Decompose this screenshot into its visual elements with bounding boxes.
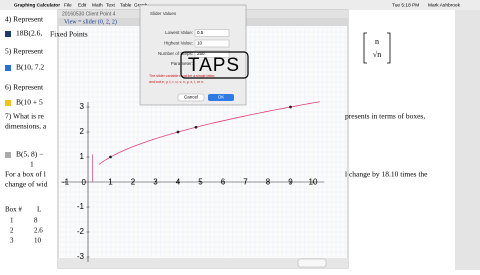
ok-button[interactable] bbox=[208, 94, 234, 101]
point bbox=[109, 155, 112, 159]
x-tick-label: 1 bbox=[108, 178, 113, 187]
x-tick-label: 3 bbox=[153, 178, 158, 187]
dialog: Slider Values Lowest Value: 0.5 Highest Va… bbox=[139, 4, 249, 106]
document-line: change of wid bbox=[5, 180, 48, 189]
document-line: Fixed Points bbox=[50, 30, 88, 39]
field-input bbox=[194, 39, 230, 48]
document-line: 7) What is re bbox=[5, 112, 44, 121]
x-tick-label: 6 bbox=[221, 178, 226, 187]
y-tick-label: 1 bbox=[80, 152, 85, 161]
y-tick-label: -3 bbox=[77, 252, 85, 261]
field-label: Number of Steps: bbox=[158, 51, 193, 56]
menu-item: Text bbox=[106, 2, 115, 8]
table-cell: 2.6 bbox=[34, 227, 43, 235]
field-label: Highest Value: bbox=[164, 41, 193, 46]
point bbox=[289, 105, 292, 109]
document-line: 4) Represent bbox=[5, 15, 44, 24]
x-tick-label: 10 bbox=[309, 178, 318, 187]
x-tick-label: 4 bbox=[176, 178, 181, 187]
document-line: 5) Represent bbox=[5, 47, 44, 56]
document-line: 18B(2.6, bbox=[16, 29, 42, 38]
menu-item: Math bbox=[92, 2, 103, 8]
table-cell: 10 bbox=[34, 237, 42, 245]
field-value: 0.5 bbox=[197, 30, 204, 35]
row-icon bbox=[5, 100, 11, 106]
menu-item: Table bbox=[120, 2, 132, 8]
matrix-bracket bbox=[363, 32, 391, 64]
table-cell: 3 bbox=[10, 237, 14, 245]
field-value: 250 bbox=[197, 51, 205, 56]
document-line: B(10 + 5 bbox=[16, 98, 43, 107]
document-line: B(5, 8) − bbox=[16, 150, 43, 159]
dialog-title: Slider Values bbox=[150, 11, 177, 16]
table-header: L bbox=[37, 206, 41, 214]
point bbox=[176, 130, 180, 134]
y-tick-label: 3 bbox=[80, 102, 85, 111]
curve bbox=[99, 101, 320, 165]
field-label: Lowest Value: bbox=[165, 30, 193, 35]
handwritten-box bbox=[180, 51, 249, 79]
warning: The slider variable must be a single let… bbox=[149, 74, 215, 78]
cancel-label: Cancel bbox=[184, 95, 198, 100]
user: Mark Ashbrook bbox=[428, 2, 461, 8]
point bbox=[194, 125, 198, 129]
menu-item: File bbox=[64, 2, 72, 8]
cancel-button[interactable] bbox=[177, 93, 205, 102]
view-label: View = slider (0, 2, 2) bbox=[64, 18, 117, 25]
origin-label: 0 bbox=[82, 178, 87, 187]
clock: Tue 5:18 PM bbox=[392, 2, 419, 8]
x-tick-label: 2 bbox=[131, 178, 136, 187]
y-tick-label: -1 bbox=[77, 202, 85, 211]
matrix: n √n bbox=[363, 32, 391, 64]
row-icon bbox=[5, 152, 11, 158]
plot: -1 1 2 3 4 5 6 7 8 9 10 3 2 1 -1 -2 -3 0 bbox=[61, 101, 325, 262]
row-icon bbox=[5, 31, 11, 37]
y-tick-label: -2 bbox=[77, 227, 85, 236]
document-line: presents in terms of boxes, bbox=[345, 112, 425, 121]
document-line: dimensions, a bbox=[5, 122, 47, 131]
window-title: 20160530 Client Point 4 bbox=[62, 11, 116, 17]
document-line: 6) Represent bbox=[5, 83, 44, 92]
table-cell: 1 bbox=[10, 217, 14, 225]
table-cell: 2 bbox=[10, 227, 14, 235]
matrix-entry: √n bbox=[373, 50, 381, 59]
document-line: For a box of l bbox=[5, 170, 46, 179]
document-left bbox=[0, 10, 58, 270]
table-cell: 8 bbox=[34, 217, 38, 225]
field-input bbox=[194, 50, 230, 58]
warning: and not e, y, t, r, u, v, x, y, z, i, or… bbox=[149, 80, 204, 84]
y-tick-label: 2 bbox=[80, 127, 85, 136]
handwritten-annotation: TAPS bbox=[188, 55, 240, 76]
menu-app: Graphing Calculator bbox=[14, 2, 60, 8]
field-value: 10 bbox=[197, 41, 203, 46]
ok-label: OK bbox=[218, 95, 225, 100]
graph-footer bbox=[58, 258, 348, 268]
table-header: Box # bbox=[5, 206, 22, 214]
x-tick-label: 9 bbox=[288, 178, 293, 187]
matrix-entry: n bbox=[375, 37, 379, 46]
document-line: B(10, 7.2 bbox=[16, 63, 44, 72]
document-line: l change by 18.10 times the bbox=[345, 170, 428, 179]
row-icon bbox=[5, 65, 11, 71]
field-label: Parameter: bbox=[171, 61, 193, 66]
menu-item: Edit bbox=[78, 2, 87, 8]
field-input bbox=[194, 29, 230, 37]
document-line: 1 bbox=[30, 160, 34, 169]
x-tick-label: 8 bbox=[266, 178, 271, 187]
x-tick-label: -1 bbox=[62, 178, 70, 187]
zoom-button[interactable] bbox=[297, 258, 327, 268]
x-tick-label: 7 bbox=[243, 178, 248, 187]
sidebar bbox=[455, 10, 480, 270]
x-tick-label: 5 bbox=[198, 178, 203, 187]
